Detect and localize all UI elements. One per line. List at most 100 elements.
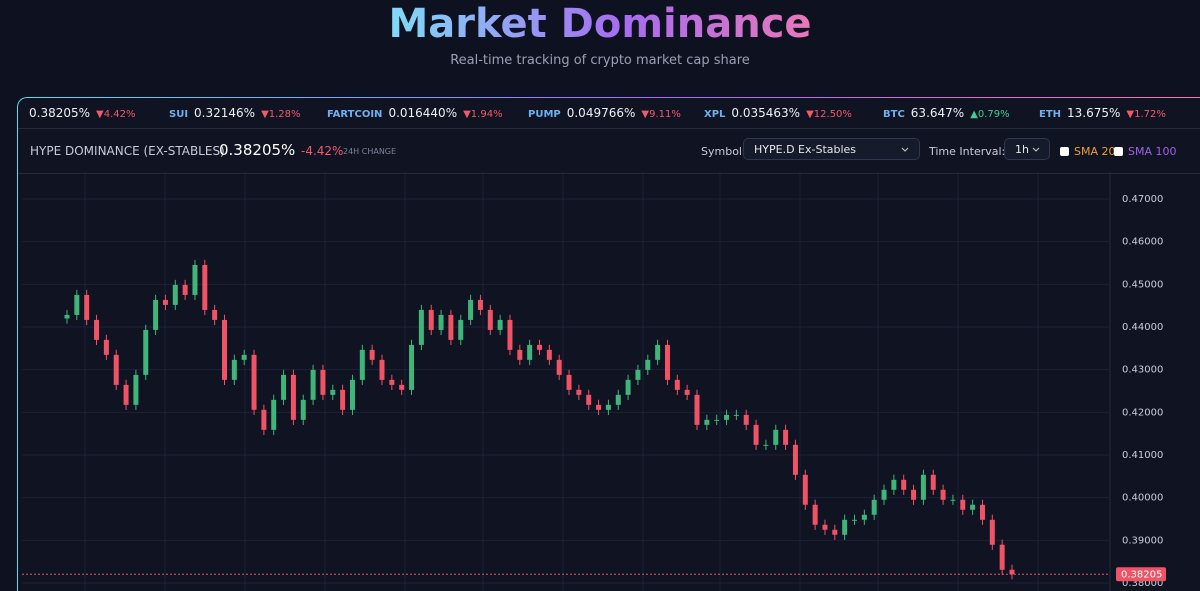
candle-body	[546, 349, 552, 360]
candle-body	[103, 339, 109, 355]
ticker-price: 0.049766%	[566, 106, 636, 120]
candle-body	[448, 314, 454, 340]
candle-body	[596, 404, 602, 410]
chevron	[1032, 147, 1040, 152]
candle-body	[113, 354, 119, 385]
y-tick-label: 0.39000	[1122, 535, 1163, 546]
ticker-symbol: SUI	[169, 109, 189, 120]
change-value: -4.42%	[301, 144, 344, 158]
candle-body	[763, 444, 769, 446]
candle-body	[999, 544, 1005, 570]
toolbar: HYPE DOMINANCE (EX-STABLES) 0.38205% -4.…	[18, 129, 1200, 174]
ticker-change: ▼1.72%	[1126, 109, 1166, 120]
y-tick-label: 0.44000	[1122, 322, 1163, 333]
candle-body	[783, 429, 789, 445]
candle-body	[379, 359, 385, 380]
candle-body	[74, 294, 80, 315]
candle-body	[625, 379, 631, 395]
candle-body	[399, 384, 405, 390]
ticker-price: 0.38205%	[29, 106, 91, 120]
candle-body	[704, 419, 710, 425]
candle-body	[743, 414, 749, 425]
y-tick-label: 0.43000	[1122, 365, 1163, 376]
ticker-price: 0.016440%	[388, 106, 458, 120]
candle-body	[438, 314, 444, 330]
ticker-price: 0.32146%	[194, 106, 256, 120]
ticker-change: ▼9.11%	[641, 109, 681, 120]
interval-label: Time Interval:	[929, 145, 1006, 158]
candle-body	[517, 349, 523, 360]
candle-body	[418, 309, 424, 345]
y-tick-label: 0.42000	[1122, 407, 1163, 418]
y-tick-label: 0.46000	[1122, 237, 1163, 248]
candle-body	[359, 349, 365, 380]
candle-body	[172, 284, 178, 305]
ticker-bar: 0.38205% ▼4.42% SUI 0.32146% ▼1.28% FARTCOI…	[18, 98, 1200, 129]
ticker[interactable]: SUI 0.32146% ▼1.28%	[169, 106, 301, 120]
ticker-change: ▼12.50%	[806, 109, 852, 120]
candle-body	[428, 309, 434, 330]
candle-body	[684, 389, 690, 395]
ticker-symbol: ETH	[1039, 109, 1062, 120]
candle-body	[468, 299, 474, 320]
checkbox[interactable]	[1114, 147, 1123, 156]
last-price-label: 0.38205	[1121, 569, 1162, 580]
candle-body	[989, 519, 995, 545]
candle-body	[409, 344, 415, 390]
ticker[interactable]: BTC 63.647% ▲0.79%	[883, 106, 1010, 120]
candle-body	[497, 319, 503, 330]
candle-body	[773, 429, 779, 445]
chart: 0.38000 0.39000 0.40000 0.41000 0.42000 0.430…	[22, 172, 1166, 591]
candle-body	[674, 379, 680, 390]
candle-body	[153, 299, 159, 330]
ticker[interactable]: ETH 13.675% ▼1.72%	[1039, 106, 1166, 120]
ticker-price: 0.035463%	[731, 106, 801, 120]
y-tick-label: 0.38000	[1122, 578, 1163, 589]
symbol-select[interactable]: HYPE.D Ex-Stables	[743, 138, 920, 160]
y-tick-label: 0.41000	[1122, 450, 1163, 461]
candle-body	[605, 404, 611, 410]
candle-body	[930, 474, 936, 490]
sma-toggle[interactable]: SMA 20	[1060, 145, 1116, 158]
candle-body	[458, 319, 464, 340]
candle-body	[123, 384, 129, 405]
candle-body	[251, 354, 257, 410]
sma-toggle[interactable]: SMA 100	[1114, 145, 1177, 158]
ticker-change: ▼4.42%	[96, 109, 136, 120]
ticker[interactable]: FARTCOIN 0.016440% ▼1.94%	[327, 106, 503, 120]
candle-body	[733, 414, 739, 416]
candle-body	[645, 359, 651, 370]
candle-body	[487, 309, 493, 330]
candle-body	[349, 379, 355, 410]
ticker-price: 13.675%	[1067, 106, 1121, 120]
candle-body	[389, 379, 395, 385]
candle-body	[576, 389, 582, 395]
sma-label: SMA 100	[1128, 145, 1177, 158]
candle-body	[842, 519, 848, 535]
candle-body	[162, 299, 168, 305]
ticker-change: ▼1.28%	[261, 109, 301, 120]
panel: 0.38205% ▼4.42% SUI 0.32146% ▼1.28% FARTCOI…	[18, 98, 1200, 591]
candle-body	[861, 514, 867, 520]
candle-body	[281, 374, 287, 400]
candle-body	[979, 504, 985, 520]
ticker-symbol: PUMP	[528, 109, 561, 120]
candle-body	[802, 474, 808, 505]
ticker[interactable]: PUMP 0.049766% ▼9.11%	[528, 106, 681, 120]
candle-body	[64, 314, 70, 319]
ticker-symbol: FARTCOIN	[327, 109, 383, 120]
ticker[interactable]: 0.38205% ▼4.42%	[29, 106, 136, 120]
candle-body	[901, 479, 907, 490]
interval-select[interactable]: 1h	[1004, 138, 1050, 160]
candle-body	[133, 374, 139, 405]
candle-body	[586, 394, 592, 405]
ticker[interactable]: XPL 0.035463% ▼12.50%	[704, 106, 852, 120]
candle-body	[271, 399, 277, 430]
checkbox[interactable]	[1060, 147, 1069, 156]
candle-body	[241, 354, 247, 360]
candle-body	[1009, 569, 1015, 575]
ticker-symbol: XPL	[704, 109, 726, 120]
candle-body	[261, 409, 267, 430]
candle-body	[340, 389, 346, 410]
